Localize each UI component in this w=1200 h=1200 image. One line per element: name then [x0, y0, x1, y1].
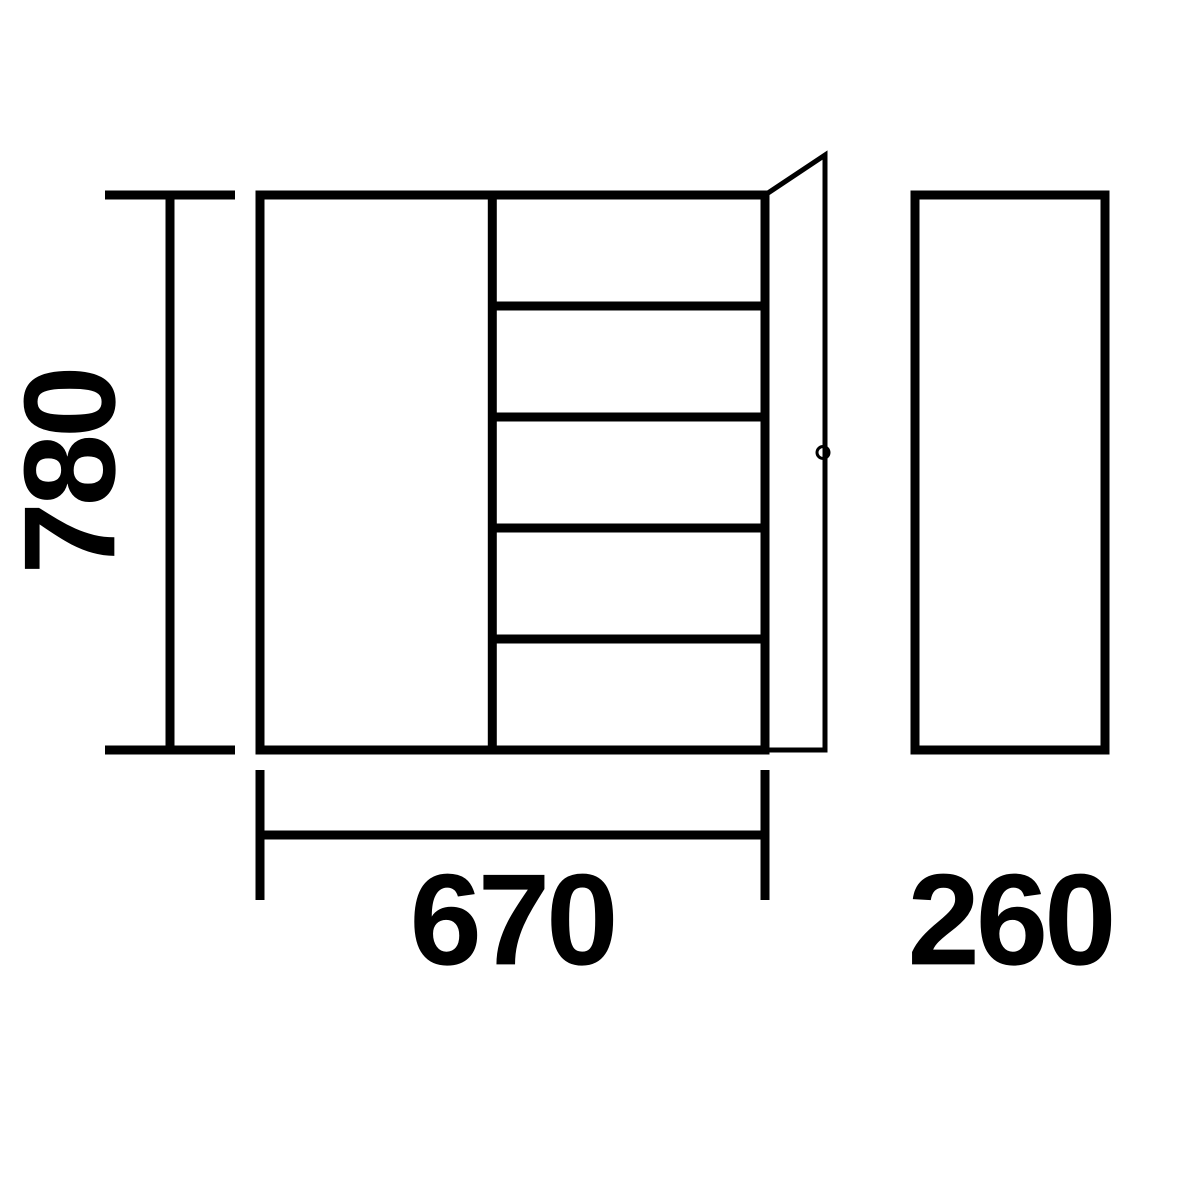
- dim-width-label: 670: [410, 846, 615, 992]
- dim-height-label: 780: [0, 370, 142, 575]
- dim-depth-label: 260: [908, 846, 1113, 992]
- side-view-outline: [915, 195, 1105, 750]
- front-view-outline: [260, 195, 765, 750]
